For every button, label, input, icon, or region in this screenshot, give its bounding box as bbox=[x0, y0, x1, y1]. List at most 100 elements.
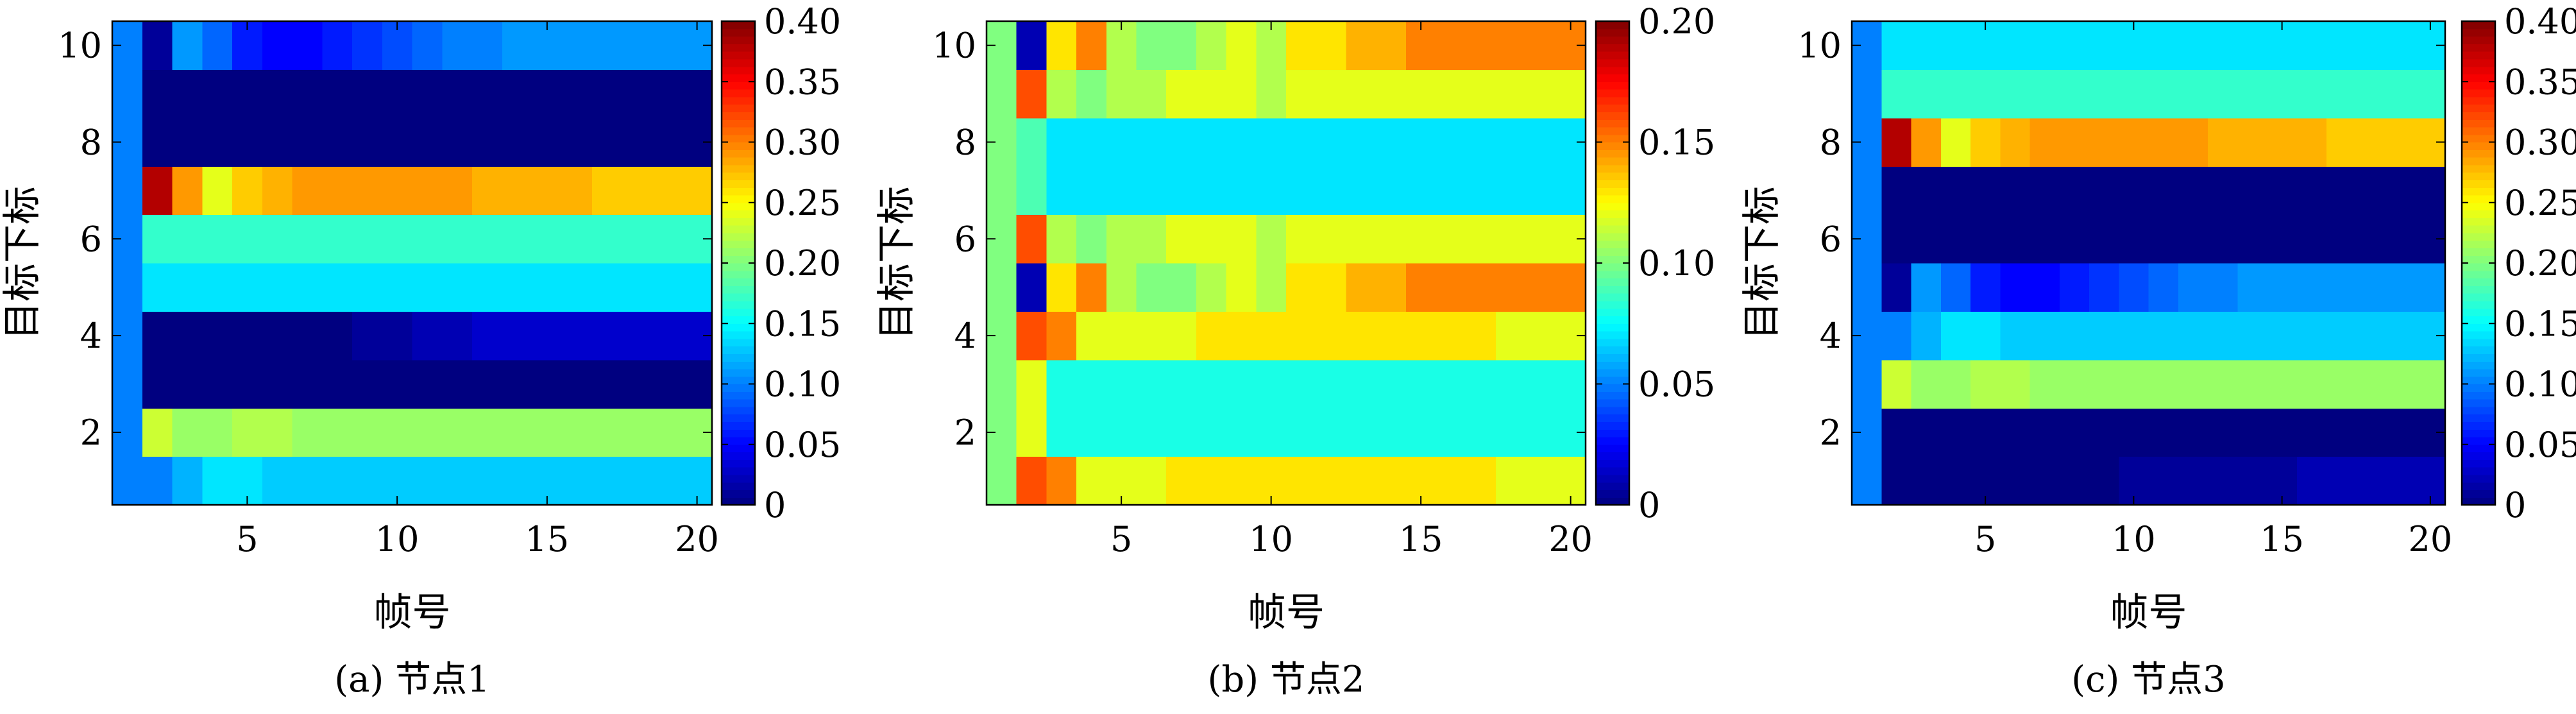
heat-cell bbox=[2237, 69, 2268, 119]
heat-cell bbox=[2208, 117, 2238, 167]
heat-cell bbox=[2000, 166, 2031, 216]
heat-cell bbox=[1376, 263, 1407, 312]
heat-cell bbox=[1076, 456, 1107, 506]
heat-cell bbox=[202, 214, 233, 264]
heat-cell bbox=[1346, 21, 1377, 70]
colorbar-segment bbox=[2462, 134, 2495, 143]
heat-cell bbox=[1046, 456, 1077, 506]
heat-cell bbox=[2296, 214, 2327, 264]
colorbar-segment bbox=[2462, 89, 2495, 98]
heat-cell bbox=[1226, 117, 1257, 167]
heat-cell bbox=[1911, 166, 1942, 216]
heat-cell bbox=[1881, 456, 1912, 506]
heat-cell bbox=[1136, 117, 1167, 167]
heat-cell bbox=[2148, 214, 2179, 264]
heat-cell bbox=[2415, 359, 2446, 409]
heat-cell bbox=[1346, 166, 1377, 216]
heat-cell bbox=[502, 214, 533, 264]
heat-cell bbox=[2356, 117, 2387, 167]
heat-cell bbox=[1106, 69, 1137, 119]
heat-cell bbox=[987, 263, 1017, 312]
heat-cell bbox=[2000, 69, 2031, 119]
heat-cell bbox=[1046, 21, 1077, 70]
heat-cell bbox=[472, 408, 503, 457]
heat-cell bbox=[2326, 263, 2357, 312]
heat-cell bbox=[1495, 166, 1527, 216]
colorbar-segment bbox=[1596, 180, 1629, 188]
heat-cell bbox=[1436, 359, 1466, 409]
heat-cell bbox=[1256, 408, 1287, 457]
heat-cell bbox=[1436, 69, 1466, 119]
heat-cell bbox=[1376, 359, 1407, 409]
y-tick-label: 10 bbox=[58, 26, 102, 66]
heat-cell bbox=[652, 311, 682, 361]
colorbar-segment bbox=[2462, 331, 2495, 339]
heat-cell bbox=[352, 214, 383, 264]
heat-cell bbox=[2029, 263, 2060, 312]
y-tick-label: 2 bbox=[954, 412, 976, 453]
heat-cell bbox=[1495, 311, 1527, 361]
heat-cell bbox=[1016, 117, 1047, 167]
heat-cell bbox=[1555, 359, 1586, 409]
colorbar-segment bbox=[2462, 376, 2495, 385]
heat-cell bbox=[2385, 166, 2416, 216]
heat-cell bbox=[1376, 214, 1407, 264]
colorbar-segment bbox=[2462, 28, 2495, 37]
heat-cell bbox=[2237, 456, 2268, 506]
heat-cell bbox=[2326, 359, 2357, 409]
heat-cell bbox=[2385, 214, 2416, 264]
heat-cell bbox=[172, 21, 203, 70]
heat-cell bbox=[2089, 359, 2119, 409]
colorbar-segment bbox=[2462, 217, 2495, 226]
heat-cell bbox=[1466, 117, 1496, 167]
colorbar-segment bbox=[722, 119, 755, 128]
heat-cell bbox=[1436, 214, 1466, 264]
heat-cell bbox=[1911, 408, 1942, 457]
x-tick-label: 10 bbox=[2112, 519, 2156, 559]
colorbar-tick-label: 0 bbox=[2504, 485, 2526, 525]
heat-cell bbox=[2119, 166, 2149, 216]
heat-cell bbox=[1196, 21, 1227, 70]
heat-cell bbox=[1970, 166, 2001, 216]
heat-cell bbox=[292, 263, 323, 312]
colorbar-segment bbox=[2462, 202, 2495, 211]
heat-cell bbox=[1136, 214, 1167, 264]
heat-cell bbox=[1346, 408, 1377, 457]
heat-cell bbox=[2059, 214, 2090, 264]
heat-cell bbox=[592, 69, 623, 119]
colorbar-segment bbox=[1596, 444, 1629, 453]
heat-cell bbox=[2267, 166, 2298, 216]
heat-cell bbox=[1316, 117, 1346, 167]
heat-cell bbox=[2356, 311, 2387, 361]
heat-cell bbox=[682, 69, 713, 119]
heat-cell bbox=[1286, 166, 1317, 216]
heat-cell bbox=[1555, 69, 1586, 119]
heat-cell bbox=[562, 69, 593, 119]
colorbar-segment bbox=[722, 180, 755, 188]
heat-cell bbox=[172, 214, 203, 264]
heat-cell bbox=[1166, 117, 1197, 167]
colorbar-segment bbox=[1596, 44, 1629, 52]
heat-cell bbox=[382, 263, 413, 312]
heat-cell bbox=[232, 311, 263, 361]
colorbar-segment bbox=[722, 217, 755, 226]
heat-cell bbox=[172, 359, 203, 409]
heat-cell bbox=[2326, 21, 2357, 70]
colorbar-segment bbox=[2462, 338, 2495, 347]
heat-cell bbox=[1106, 311, 1137, 361]
heat-cell bbox=[2267, 117, 2298, 167]
heat-cell bbox=[202, 408, 233, 457]
heat-cell bbox=[1881, 166, 1912, 216]
heat-cell bbox=[2119, 408, 2149, 457]
heat-cell bbox=[2089, 117, 2119, 167]
heat-cell bbox=[2326, 311, 2357, 361]
colorbar-segment bbox=[722, 308, 755, 317]
heat-cell bbox=[172, 117, 203, 167]
heat-cell bbox=[2148, 263, 2179, 312]
heat-cell bbox=[292, 21, 323, 70]
heat-cell bbox=[1346, 263, 1377, 312]
colorbar-segment bbox=[2462, 414, 2495, 423]
colorbar-segment bbox=[2462, 104, 2495, 112]
heat-cell bbox=[2208, 456, 2238, 506]
heat-cell bbox=[1076, 408, 1107, 457]
